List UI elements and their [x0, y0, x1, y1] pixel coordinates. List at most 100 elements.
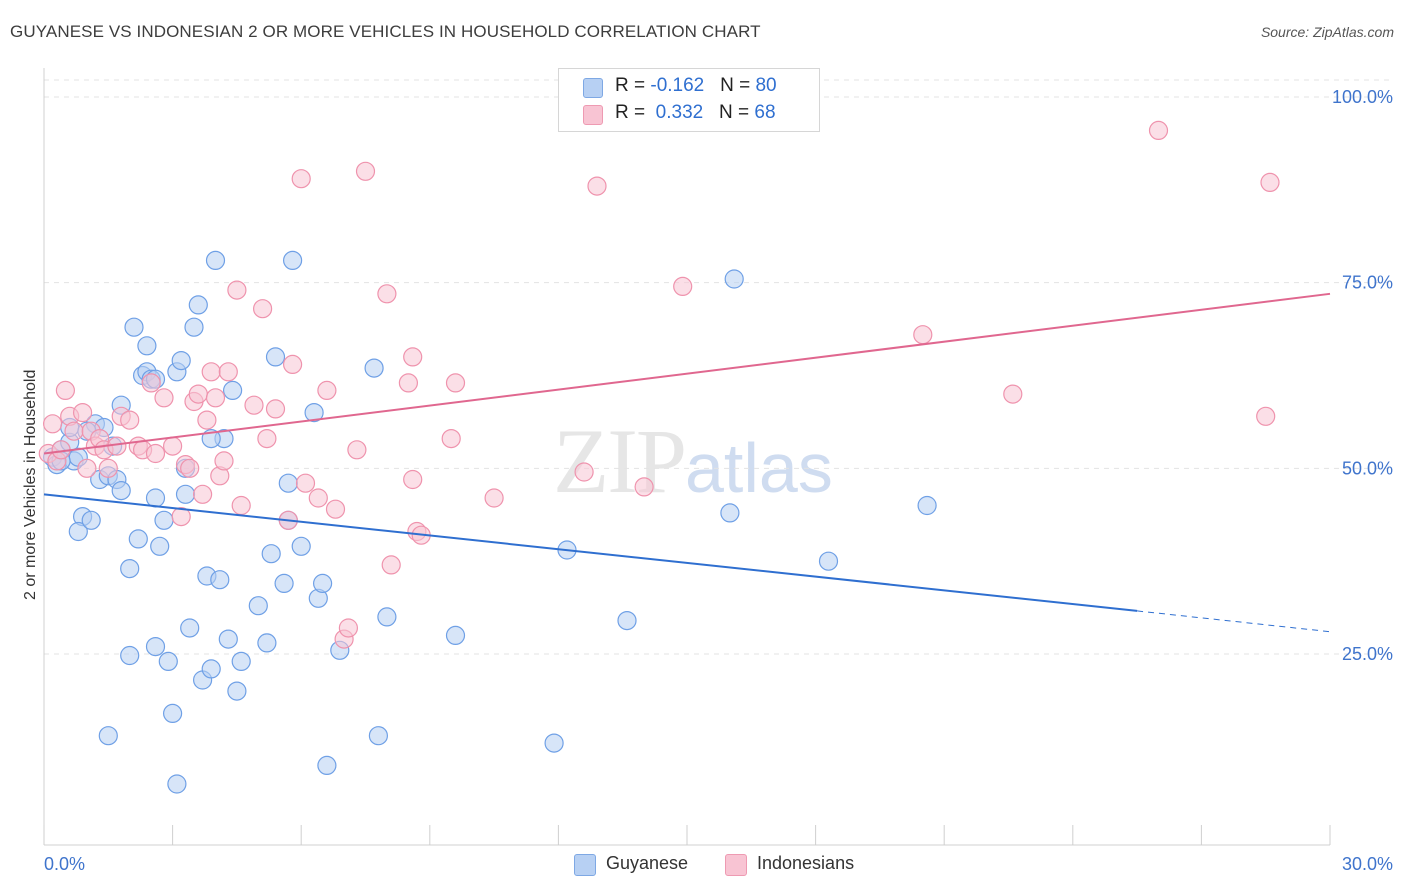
indonesians-point: [1148, 120, 1169, 140]
guyanese-point: [150, 536, 170, 556]
indonesians-point: [154, 388, 174, 408]
guyanese-point: [145, 488, 166, 508]
guyanese-point: [720, 503, 740, 523]
indonesians-point: [1260, 172, 1280, 192]
guyanese-point: [818, 551, 839, 571]
legend-row-text: R = -0.162 N = 80: [615, 75, 777, 97]
x-tick-label: 0.0%: [44, 854, 85, 874]
indonesians-point: [197, 410, 217, 430]
indonesians-point: [634, 477, 654, 497]
guyanese-point: [81, 510, 101, 530]
guyanese-point: [201, 659, 221, 679]
guyanese-point: [68, 521, 88, 542]
guyanese-point: [184, 317, 204, 337]
indonesians-point: [42, 414, 63, 434]
guyanese-point: [257, 633, 277, 653]
indonesians-point: [188, 384, 208, 404]
guyanese-point: [278, 473, 298, 493]
x-tick-label: 30.0%: [1342, 854, 1393, 874]
indonesians-point: [441, 429, 461, 449]
y-tick-label: 25.0%: [1342, 644, 1393, 664]
indonesians-point: [325, 499, 346, 519]
indonesians-point: [317, 380, 337, 400]
indonesians-point: [308, 488, 328, 508]
y-axis-label: 2 or more Vehicles in Household: [22, 369, 39, 600]
guyanese-point: [223, 380, 243, 400]
guyanese-trend-line: [43, 493, 1138, 612]
guyanese-point: [917, 495, 937, 516]
n-label: N =: [719, 102, 755, 123]
n-label: N =: [720, 75, 756, 96]
guyanese-point: [154, 510, 174, 530]
guyanese-point: [227, 681, 247, 701]
guyanese-point: [368, 726, 388, 746]
indonesians-point: [72, 403, 93, 423]
indonesians-point: [218, 362, 238, 382]
guyanese-point: [274, 573, 294, 594]
guyanese-point: [163, 703, 183, 724]
guyanese-point: [171, 351, 191, 371]
indonesians-point: [141, 373, 161, 393]
guyanese-point: [617, 610, 637, 631]
indonesians-point: [231, 495, 251, 516]
guyanese-point: [158, 651, 178, 672]
chart-title: GUYANESE VS INDONESIAN 2 OR MORE VEHICLE…: [10, 22, 761, 41]
guyanese-point: [175, 484, 196, 504]
indonesians-point: [98, 458, 118, 478]
indonesians-point: [403, 469, 423, 490]
indonesians-point: [283, 354, 303, 374]
guyanese-point: [231, 651, 251, 672]
indonesians-point: [214, 451, 234, 471]
indonesians-point: [257, 429, 277, 449]
legend-label: Indonesians: [757, 853, 855, 873]
guyanese-point: [248, 596, 268, 616]
indonesians-point: [55, 380, 76, 400]
series-legend: Guyanese Indonesians: [0, 852, 1406, 878]
source-label: Source: ZipAtlas.com: [1260, 24, 1394, 40]
guyanese-point: [291, 536, 311, 556]
indonesians-point: [347, 440, 367, 460]
y-axis-label-wrap: 2 or more Vehicles in Household: [22, 370, 39, 601]
guyanese-point: [261, 544, 281, 564]
legend-row-text: R = 0.332 N = 68: [615, 102, 776, 124]
guyanese-point: [205, 250, 226, 270]
indonesians-point: [120, 410, 140, 430]
legend-label: Guyanese: [606, 853, 689, 873]
indonesians-point: [295, 473, 316, 493]
guyanese-point: [265, 347, 286, 367]
guyanese-point: [120, 558, 140, 579]
guyanese-point: [364, 358, 384, 378]
guyanese-point: [317, 755, 337, 776]
indonesians-point: [587, 176, 607, 196]
guyanese-point: [210, 570, 230, 590]
r-label: R =: [615, 75, 651, 96]
n-value: 68: [754, 102, 776, 123]
indonesians-point: [201, 362, 221, 382]
indonesians-point: [64, 421, 84, 441]
guyanese-point: [120, 645, 140, 666]
watermark-zip: ZIP: [553, 410, 687, 512]
guyanese-point: [445, 625, 466, 646]
indonesians-point: [381, 555, 401, 575]
indonesians-point: [77, 458, 97, 478]
indonesians-point: [913, 325, 933, 345]
indonesians-point: [205, 388, 226, 408]
y-tick-label: 50.0%: [1342, 458, 1393, 478]
indonesians-point: [574, 462, 594, 482]
r-value: 0.332: [655, 102, 704, 123]
indonesians-point: [145, 443, 166, 464]
indonesians-point: [377, 284, 397, 304]
guyanese-swatch: [574, 854, 596, 876]
guyanese-point: [283, 250, 303, 270]
guyanese-point: [137, 336, 157, 356]
indonesians-point: [445, 373, 466, 393]
indonesians-point: [163, 436, 183, 456]
indonesians-point: [193, 484, 213, 504]
indonesians-point: [265, 399, 286, 419]
indonesians-point: [1256, 406, 1276, 426]
guyanese-swatch: [583, 78, 603, 98]
indonesians-point: [338, 618, 358, 638]
indonesians-point: [244, 395, 264, 415]
indonesians-point: [1003, 384, 1023, 404]
